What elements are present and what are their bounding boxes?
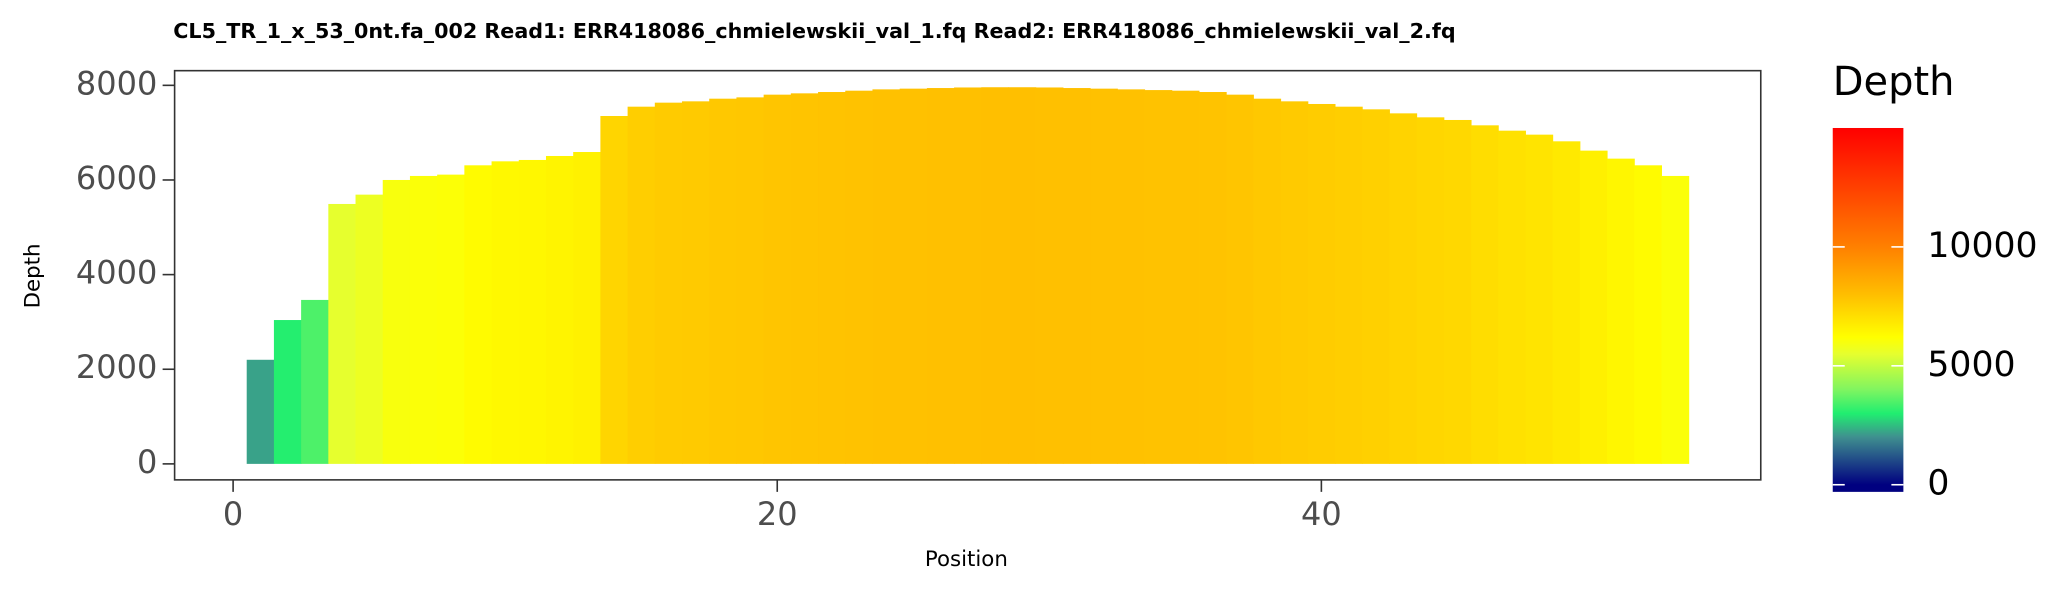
bar: [1498, 130, 1526, 464]
bar: [1090, 88, 1118, 464]
bar: [1035, 87, 1064, 464]
bar: [736, 97, 765, 464]
bar: [1607, 158, 1635, 464]
bar: [954, 87, 982, 464]
bar: [355, 194, 384, 464]
bar: [328, 203, 357, 464]
y-tick-label: 4000: [76, 254, 157, 292]
bar: [1552, 141, 1581, 464]
bar: [763, 94, 792, 464]
bar: [1634, 165, 1662, 464]
bar: [790, 93, 819, 464]
bar: [682, 101, 710, 464]
bar: [1443, 119, 1472, 464]
bar: [1144, 90, 1173, 464]
bar: [1062, 88, 1091, 464]
bar: [1661, 175, 1690, 464]
y-tick-label: 6000: [76, 159, 157, 197]
bar: [518, 159, 547, 464]
bar: [1471, 125, 1499, 464]
bar: [1307, 103, 1336, 464]
bar: [409, 175, 438, 464]
bar: [491, 161, 520, 464]
x-tick-label: 40: [1301, 495, 1342, 533]
colorbar: [1832, 127, 1904, 492]
bar: [1117, 89, 1146, 464]
bar: [1171, 90, 1200, 464]
bar: [1362, 109, 1390, 464]
bar: [872, 89, 901, 464]
bar: [273, 320, 302, 464]
bar: [899, 88, 928, 464]
x-tick-label: 20: [757, 495, 798, 533]
bar: [1226, 94, 1254, 464]
bar: [1008, 87, 1037, 464]
bar: [1525, 134, 1554, 464]
bar: [709, 98, 737, 464]
bar: [1280, 101, 1309, 464]
bar: [600, 116, 629, 464]
legend-title: Depth: [1833, 59, 1955, 105]
bar: [545, 155, 574, 464]
y-axis-title: Depth: [20, 243, 45, 308]
bar: [573, 152, 601, 464]
bar: [1416, 117, 1445, 464]
bar: [1198, 92, 1227, 464]
x-axis-title: Position: [925, 547, 1008, 572]
colorbar-label: 5000: [1927, 345, 2015, 385]
bar: [437, 174, 465, 464]
colorbar-label: 10000: [1927, 226, 2037, 266]
bar: [301, 299, 329, 464]
bar: [1334, 106, 1363, 464]
y-tick-label: 0: [137, 443, 157, 481]
bar: [382, 179, 411, 464]
bar: [246, 359, 275, 464]
y-tick-label: 8000: [76, 64, 157, 102]
bar: [654, 102, 683, 464]
bar: [926, 88, 955, 464]
bar: [981, 87, 1010, 464]
bar: [845, 90, 873, 464]
bar: [1389, 113, 1418, 464]
bar: [818, 92, 846, 464]
chart-title: CL5_TR_1_x_53_0nt.fa_002 Read1: ERR41808…: [173, 19, 1455, 43]
bar: [464, 165, 493, 464]
y-tick-label: 2000: [76, 348, 157, 386]
x-tick-label: 0: [223, 495, 243, 533]
bar: [1253, 98, 1282, 464]
bar: [627, 106, 656, 464]
bar: [1579, 150, 1608, 464]
colorbar-label: 0: [1927, 464, 1949, 504]
